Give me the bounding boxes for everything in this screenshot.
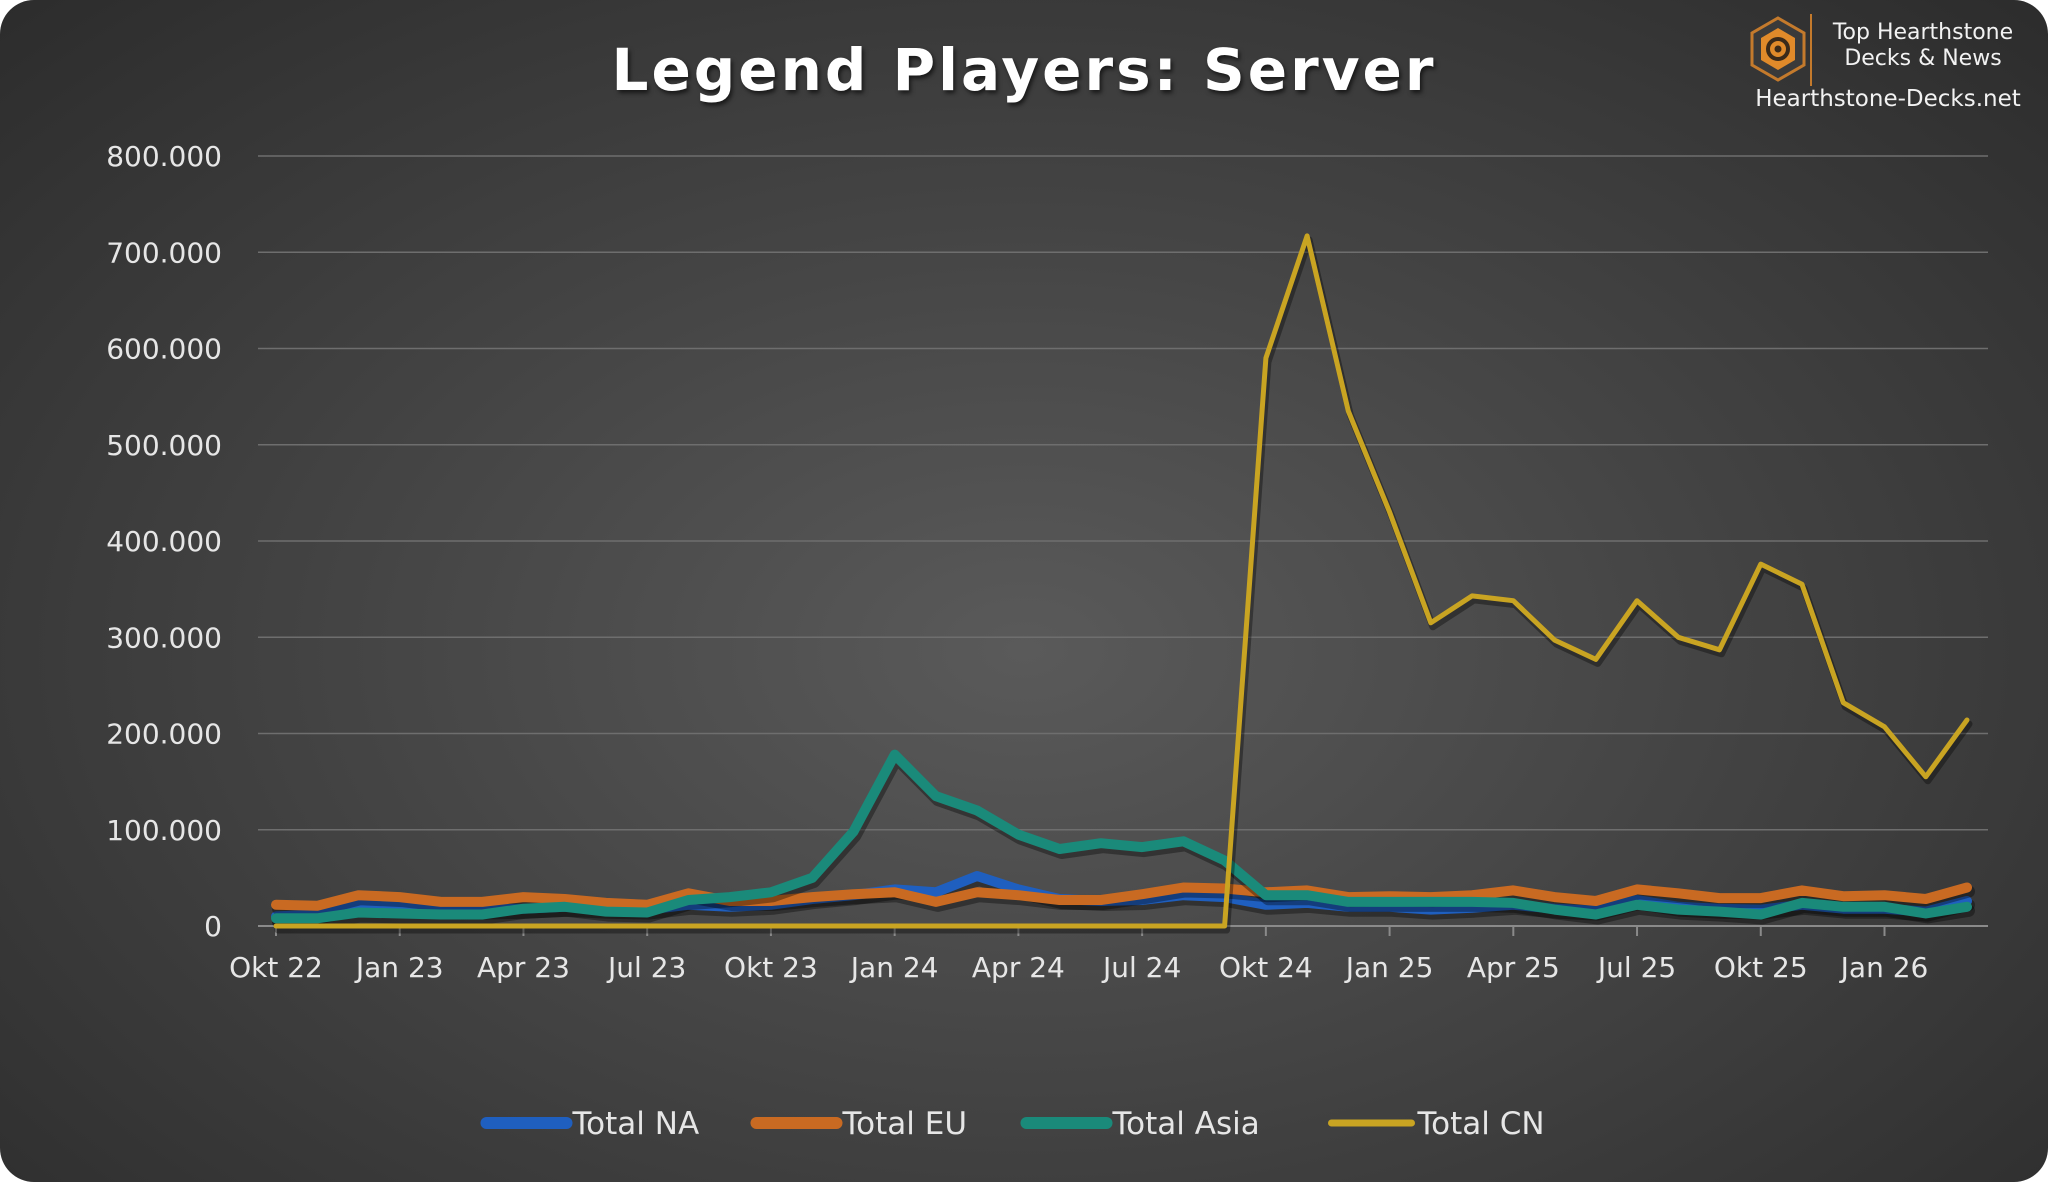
brand-tagline-line1: Top Hearthstone bbox=[1832, 20, 2014, 45]
series-line-total-cn bbox=[273, 233, 1970, 929]
legend-label: Total Asia bbox=[1112, 1106, 1260, 1142]
series-line-total-asia bbox=[271, 749, 1972, 924]
x-tick-label: Jul 25 bbox=[1596, 951, 1676, 984]
legend-label: Total EU bbox=[842, 1106, 968, 1142]
y-tick-label: 300.000 bbox=[106, 621, 222, 654]
legend-label: Total NA bbox=[572, 1106, 700, 1142]
x-tick-label: Apr 25 bbox=[1467, 951, 1560, 984]
y-tick-label: 600.000 bbox=[106, 333, 222, 366]
x-tick-label: Jan 25 bbox=[1344, 951, 1434, 984]
x-tick-label: Okt 24 bbox=[1219, 951, 1313, 984]
chart-title: Legend Players: Server bbox=[611, 36, 1437, 104]
y-tick-label: 800.000 bbox=[106, 140, 222, 173]
x-tick-label: Okt 25 bbox=[1714, 951, 1808, 984]
y-tick-label: 0 bbox=[204, 910, 222, 943]
brand-divider bbox=[1810, 14, 1812, 86]
x-tick-label: Okt 23 bbox=[724, 951, 818, 984]
brand-tagline-line2: Decks & News bbox=[1844, 46, 2002, 71]
y-tick-label: 100.000 bbox=[106, 814, 222, 847]
x-tick-label: Jan 24 bbox=[849, 951, 939, 984]
y-tick-label: 200.000 bbox=[106, 718, 222, 751]
legend-label: Total CN bbox=[1417, 1106, 1545, 1142]
brand-block: Top Hearthstone Decks & News Hearthstone… bbox=[1748, 12, 2028, 122]
y-tick-label: 700.000 bbox=[106, 236, 222, 269]
x-tick-label: Jan 23 bbox=[354, 951, 444, 984]
hearthstone-hexagon-logo-icon bbox=[1750, 16, 1806, 82]
x-tick-label: Jul 24 bbox=[1101, 951, 1181, 984]
y-tick-label: 500.000 bbox=[106, 429, 222, 462]
y-tick-label: 400.000 bbox=[106, 525, 222, 558]
x-tick-label: Apr 24 bbox=[972, 951, 1065, 984]
x-tick-label: Jan 26 bbox=[1839, 951, 1929, 984]
x-tick-label: Jul 23 bbox=[606, 951, 686, 984]
brand-site-name: Hearthstone-Decks.net bbox=[1755, 86, 2021, 112]
series-shadow bbox=[274, 236, 1973, 934]
series-line-total-eu bbox=[271, 882, 1972, 911]
x-tick-label: Apr 23 bbox=[477, 951, 570, 984]
x-tick-label: Okt 22 bbox=[229, 951, 323, 984]
